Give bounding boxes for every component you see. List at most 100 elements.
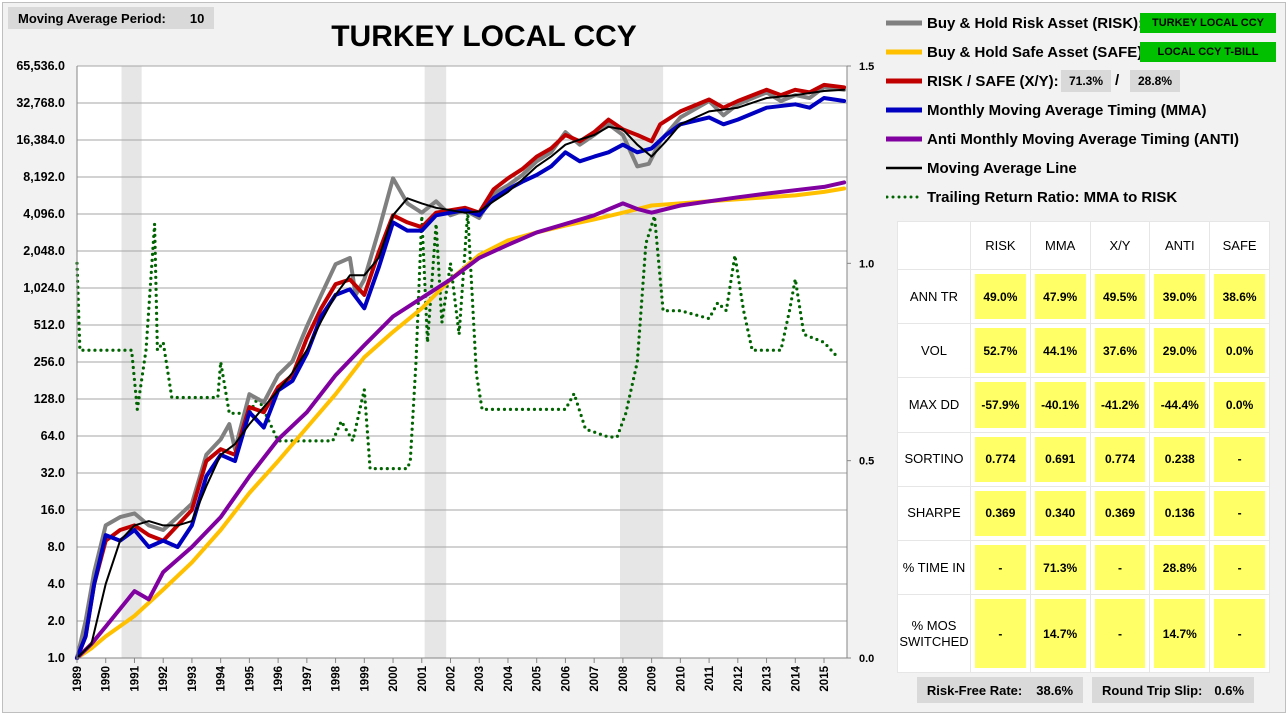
y-tick-label: 8.0 xyxy=(48,540,65,554)
y-tick-label: 1,024.0 xyxy=(23,281,65,295)
y-tick-label: 256.0 xyxy=(34,355,65,369)
x-tick-label: 2006 xyxy=(560,666,572,692)
stat-cell: - xyxy=(1094,545,1146,591)
y-tick-label: 4,096.0 xyxy=(23,207,65,221)
stat-cell: - xyxy=(1214,490,1265,537)
stat-cell: 28.8% xyxy=(1154,545,1206,591)
safe-asset-tag[interactable]: LOCAL CCY T-BILL xyxy=(1140,42,1276,62)
y-tick-label: 2,048.0 xyxy=(23,244,65,258)
x-tick-label: 2001 xyxy=(417,665,429,691)
x-tick-label: 2009 xyxy=(647,666,659,692)
stat-cell: 14.7% xyxy=(1154,599,1206,668)
y-tick-label: 65,536.0 xyxy=(16,59,65,73)
stat-cell: 52.7% xyxy=(975,328,1026,374)
legend-anti-label: Anti Monthly Moving Average Timing (ANTI… xyxy=(927,130,1239,148)
y-tick-label: 32,768.0 xyxy=(16,96,65,110)
x-tick-label: 2002 xyxy=(446,666,458,692)
stat-cell: 0.369 xyxy=(1094,490,1146,537)
row-label: MAX DD xyxy=(897,377,971,433)
stat-cell: 0.691 xyxy=(1034,436,1086,482)
risk-asset-tag[interactable]: TURKEY LOCAL CCY xyxy=(1140,13,1276,33)
col-header-risk: RISK xyxy=(970,221,1031,270)
stat-cell: 39.0% xyxy=(1154,274,1206,320)
stat-cell: 44.1% xyxy=(1034,328,1086,374)
period-label: Moving Average Period: xyxy=(18,10,166,26)
y-tick-label: 1.0 xyxy=(48,651,65,665)
x-tick-label: 1994 xyxy=(216,665,228,691)
legend-trailing-swatch xyxy=(886,195,922,199)
stat-cell: - xyxy=(1214,545,1265,591)
ratio-separator: / xyxy=(1115,72,1120,89)
series-line xyxy=(76,88,846,659)
col-header-anti: ANTI xyxy=(1149,221,1211,270)
chart-title: TURKEY LOCAL CCY xyxy=(331,20,637,53)
y-tick-label: 2.0 xyxy=(48,614,65,628)
x-tick-label: 1990 xyxy=(101,666,113,692)
x-tick-label: 2015 xyxy=(819,665,831,691)
period-value[interactable]: 10 xyxy=(189,10,205,26)
legend-safe-swatch xyxy=(886,49,922,55)
x-tick-label: 1995 xyxy=(244,665,256,691)
stats-row-sortino: SORTINO 0.774 0.691 0.774 0.238 - xyxy=(897,431,1270,487)
stat-cell: 49.0% xyxy=(975,274,1026,320)
risk-free-label: Risk-Free Rate: xyxy=(926,682,1023,698)
x-tick-label: 1992 xyxy=(158,666,170,692)
x-tick-label: 1989 xyxy=(72,666,84,692)
y-tick-label: 16,384.0 xyxy=(16,133,65,147)
x-tick-label: 2000 xyxy=(388,666,400,692)
stats-row-time-in: % TIME IN - 71.3% - 28.8% - xyxy=(897,540,1270,596)
legend-mma: Monthly Moving Average Timing (MMA) xyxy=(886,98,1206,122)
ratio-safe-pct[interactable]: 28.8% xyxy=(1130,70,1180,92)
x-tick-label: 2003 xyxy=(474,666,486,692)
legend-risk-swatch xyxy=(886,20,922,26)
y-tick-label: 128.0 xyxy=(34,392,65,406)
legend-risk-label: Buy & Hold Risk Asset (RISK): xyxy=(927,14,1144,32)
x-tick-label: 1997 xyxy=(302,666,314,692)
ratio-risk-pct[interactable]: 71.3% xyxy=(1061,70,1111,92)
legend-ratio: RISK / SAFE (X/Y): xyxy=(886,69,1059,93)
x-tick-label: 1991 xyxy=(129,665,141,691)
x-tick-label: 1999 xyxy=(359,666,371,692)
y-tick-label: 512.0 xyxy=(34,318,65,332)
stat-cell: -40.1% xyxy=(1034,382,1086,428)
series-line xyxy=(75,96,847,660)
round-trip-slip-box: Round Trip Slip: 0.6% xyxy=(1092,677,1254,703)
legend-mma-swatch xyxy=(886,107,922,113)
stat-cell: - xyxy=(1214,599,1265,668)
stat-cell: 0.0% xyxy=(1214,382,1265,428)
stats-row-vol: VOL 52.7% 44.1% 37.6% 29.0% 0.0% xyxy=(897,323,1270,379)
x-tick-label: 2014 xyxy=(790,665,802,691)
stat-cell: 0.369 xyxy=(975,490,1026,537)
y-tick-label: 64.0 xyxy=(41,429,65,443)
x-tick-label: 2012 xyxy=(733,666,745,692)
row-label: VOL xyxy=(897,323,971,379)
slip-value[interactable]: 0.6% xyxy=(1214,682,1245,698)
series-line xyxy=(75,82,847,660)
stat-cell: -57.9% xyxy=(975,382,1026,428)
risk-free-value[interactable]: 38.6% xyxy=(1036,682,1074,698)
stat-cell: 14.7% xyxy=(1034,599,1086,668)
stat-cell: - xyxy=(975,599,1026,668)
legend-trailing: Trailing Return Ratio: MMA to RISK xyxy=(886,185,1177,209)
stat-cell: 0.238 xyxy=(1154,436,1206,482)
x-tick-label: 2004 xyxy=(503,665,515,691)
y-tick-label: 8,192.0 xyxy=(23,170,65,184)
row-label: % TIME IN xyxy=(897,540,971,596)
x-tick-label: 2005 xyxy=(532,665,544,691)
x-tick-label: 2008 xyxy=(618,665,630,691)
risk-free-rate-box: Risk-Free Rate: 38.6% xyxy=(917,677,1083,703)
stat-cell: - xyxy=(975,545,1026,591)
legend-anti-swatch xyxy=(886,136,922,142)
legend-risk: Buy & Hold Risk Asset (RISK): xyxy=(886,11,1143,35)
y2-tick-label: 0.0 xyxy=(859,653,874,665)
row-label: SORTINO xyxy=(897,431,971,487)
stat-cell: 37.6% xyxy=(1094,328,1146,374)
stat-cell: - xyxy=(1214,436,1265,482)
stat-cell: 0.774 xyxy=(975,436,1026,482)
stat-cell: - xyxy=(1094,599,1146,668)
y2-tick-label: 1.0 xyxy=(859,258,874,270)
series-line xyxy=(75,210,840,471)
stats-corner xyxy=(897,221,971,270)
x-tick-label: 1996 xyxy=(273,666,285,692)
y-tick-label: 32.0 xyxy=(41,466,65,480)
